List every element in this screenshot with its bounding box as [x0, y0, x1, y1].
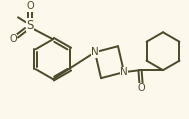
Text: O: O	[26, 1, 34, 11]
Text: S: S	[26, 19, 34, 32]
Text: O: O	[9, 34, 17, 44]
Text: N: N	[91, 47, 99, 57]
Text: N: N	[120, 67, 128, 77]
Text: O: O	[137, 83, 145, 93]
